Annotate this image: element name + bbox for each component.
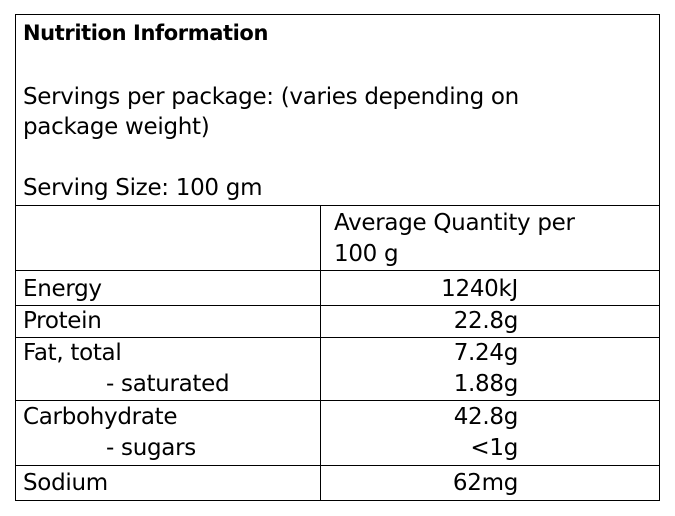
panel-title: Nutrition Information bbox=[23, 21, 268, 45]
column-header-line-1: Average Quantity per bbox=[334, 210, 575, 236]
row-label-saturated: - saturated bbox=[106, 371, 230, 397]
panel-header: Nutrition Information Servings per packa… bbox=[16, 15, 659, 206]
servings-line-2: package weight) bbox=[23, 114, 210, 140]
row-divider bbox=[16, 270, 659, 271]
row-divider bbox=[16, 400, 659, 401]
row-value-carbohydrate: 42.8g bbox=[453, 404, 519, 430]
servings-per-package: Servings per package: (varies depending … bbox=[23, 82, 623, 142]
row-label-fat-total: Fat, total bbox=[23, 340, 122, 366]
row-divider bbox=[16, 305, 659, 306]
row-value-sodium: 62mg bbox=[452, 470, 518, 496]
column-header-line-2: 100 g bbox=[334, 241, 399, 267]
row-label-sugars: - sugars bbox=[106, 435, 196, 461]
column-header: Average Quantity per 100 g bbox=[334, 208, 654, 270]
row-label-carbohydrate: Carbohydrate bbox=[23, 404, 178, 430]
row-divider bbox=[16, 465, 659, 466]
row-label-sodium: Sodium bbox=[23, 470, 108, 496]
row-label-energy: Energy bbox=[23, 276, 102, 302]
servings-line-1: Servings per package: (varies depending … bbox=[23, 84, 519, 110]
row-value-energy: 1240kJ bbox=[441, 276, 518, 302]
serving-size: Serving Size: 100 gm bbox=[23, 175, 263, 201]
row-value-fat-total: 7.24g bbox=[453, 340, 519, 366]
row-value-sugars: <1g bbox=[470, 435, 518, 461]
row-value-saturated: 1.88g bbox=[453, 371, 519, 397]
nutrition-panel: Nutrition Information Servings per packa… bbox=[15, 14, 660, 501]
row-divider bbox=[16, 337, 659, 338]
row-label-protein: Protein bbox=[23, 308, 102, 334]
column-divider bbox=[320, 206, 321, 501]
row-value-protein: 22.8g bbox=[453, 308, 519, 334]
